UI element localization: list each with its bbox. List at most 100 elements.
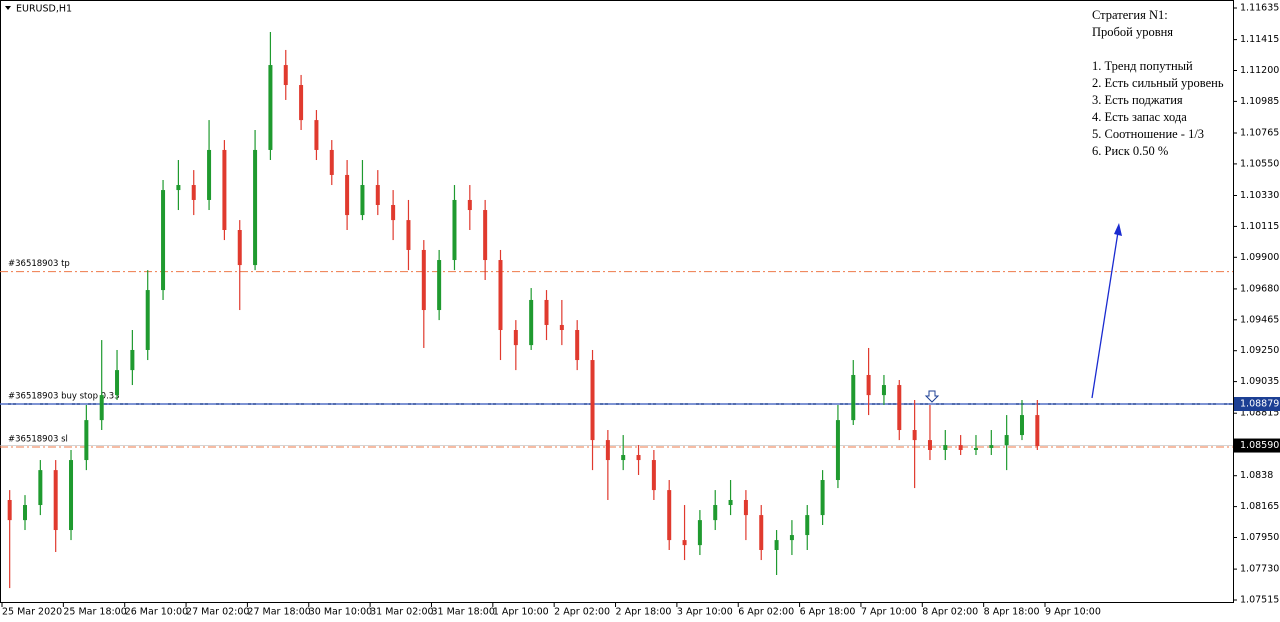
bid-tag-label: 1.08590 — [1240, 440, 1279, 451]
candle-body — [774, 540, 779, 550]
x-tick-label: 30 Mar 10:00 — [309, 607, 372, 618]
x-tick-label: 27 Mar 02:00 — [186, 607, 249, 618]
x-tick-label: 31 Mar 18:00 — [431, 607, 494, 618]
candle-body — [130, 349, 135, 371]
candle-body — [161, 190, 166, 291]
x-tick-label: 8 Apr 18:00 — [984, 607, 1040, 618]
x-tick-label: 2 Apr 18:00 — [616, 607, 672, 618]
ticks: 1.11635 1.11415 1.11200 1.10985 1.10765 1.105… — [1, 3, 1279, 618]
y-tick-label: 1.09035 — [1240, 376, 1279, 387]
candle-body — [53, 470, 58, 531]
note-item: 3. Есть поджатия — [1092, 93, 1183, 107]
y-tick-label: 1.09900 — [1240, 252, 1279, 263]
candle-body — [23, 505, 28, 521]
candle-body — [283, 65, 288, 86]
y-tick-label: 1.10115 — [1240, 221, 1279, 232]
candle-body — [483, 210, 488, 261]
candle-body — [513, 330, 518, 346]
candle-body — [912, 430, 917, 441]
candle-body — [207, 149, 212, 200]
menu-arrow[interactable] — [5, 6, 11, 10]
candle-body — [452, 199, 457, 261]
candle-body — [268, 65, 273, 150]
note-item: 2. Есть сильный уровень — [1092, 76, 1224, 90]
plot-frame — [0, 0, 1234, 603]
note-items: 1. Тренд попутный 2. Есть сильный уровень… — [1092, 59, 1224, 158]
note-heading: Стратегия N1: — [1092, 8, 1168, 22]
candle-body — [375, 185, 380, 205]
y-tick-label: 1.10765 — [1240, 128, 1279, 139]
candle-body — [329, 149, 334, 175]
candle-body — [605, 440, 610, 461]
bid-tag — [1234, 438, 1280, 453]
x-tick-label: 2 Apr 02:00 — [554, 607, 610, 618]
x-tick-label: 3 Apr 10:00 — [677, 607, 733, 618]
candle-body — [820, 480, 825, 516]
candle-body — [590, 360, 595, 441]
candle-body — [697, 520, 702, 546]
arrow-line — [1091, 231, 1119, 399]
candle-body — [575, 330, 580, 361]
candle-body — [498, 260, 503, 331]
note-item: 4. Есть запас хода — [1092, 110, 1187, 124]
candle-body — [973, 447, 978, 450]
note-item: 6. Риск 0.50 % — [1092, 144, 1168, 158]
y-tick-label: 1.10330 — [1240, 190, 1279, 201]
x-tick-label: 7 Apr 10:00 — [861, 607, 917, 618]
candle-body — [299, 85, 304, 121]
y-tick-label: 1.08815 — [1240, 408, 1279, 419]
candles — [7, 31, 1040, 589]
candle-body — [176, 185, 181, 191]
price-tag-label: 1.08879 — [1240, 399, 1279, 410]
y-tick-label: 1.08165 — [1240, 501, 1279, 512]
x-tick-label: 25 Mar 18:00 — [63, 607, 126, 618]
candle-body — [743, 499, 748, 516]
y-tick-label: 1.10985 — [1240, 96, 1279, 107]
order-label: #36518903 tp — [8, 259, 70, 269]
x-tick-label: 9 Apr 10:00 — [1045, 607, 1101, 618]
candle-body — [391, 204, 396, 221]
y-tick-label: 1.11415 — [1240, 34, 1279, 45]
note-item: 1. Тренд попутный — [1092, 59, 1193, 73]
candle-body — [621, 455, 626, 461]
arrow-head — [1114, 223, 1122, 236]
note-heading: Пробой уровня — [1092, 25, 1173, 39]
candle-body — [314, 120, 319, 150]
symbol-title: EURUSD,H1 — [16, 4, 72, 15]
candle-body — [360, 185, 365, 216]
y-tick-label: 1.09465 — [1240, 314, 1279, 325]
candle-body — [99, 395, 104, 421]
x-tick-label: 26 Mar 10:00 — [125, 607, 188, 618]
candle-body — [651, 460, 656, 491]
candle-body — [728, 499, 733, 506]
candle-body — [145, 290, 150, 350]
candle-body — [927, 440, 932, 450]
candle-body — [115, 370, 120, 396]
candle-body — [191, 185, 196, 200]
price-tag — [1234, 397, 1280, 412]
candle-body — [69, 460, 74, 531]
projection-arrow — [1091, 223, 1122, 399]
order-marker — [924, 390, 940, 403]
candle-body — [467, 199, 472, 211]
strategy-note: Стратегия N1: Пробой уровня 1. Тренд поп… — [1092, 8, 1224, 158]
candle-body — [406, 220, 411, 250]
y-tick-label: 1.09250 — [1240, 345, 1279, 356]
order-label: #36518903 sl — [8, 434, 68, 444]
candle-body — [789, 535, 794, 541]
y-tick-label: 1.09680 — [1240, 283, 1279, 294]
candle-body — [713, 505, 718, 521]
candle-body — [897, 385, 902, 431]
x-tick-label: 25 Mar 2020 — [2, 607, 62, 618]
order-label: #36518903 buy stop 0.33 — [8, 392, 120, 402]
candle-body — [421, 249, 426, 311]
candle-body — [943, 445, 948, 450]
y-tick-label: 1.11635 — [1240, 3, 1279, 14]
candle-body — [559, 324, 564, 331]
candle-body — [866, 374, 871, 396]
y-tick-label: 1.0838 — [1240, 470, 1273, 481]
candle-body — [437, 260, 442, 311]
candle-body — [958, 445, 963, 450]
